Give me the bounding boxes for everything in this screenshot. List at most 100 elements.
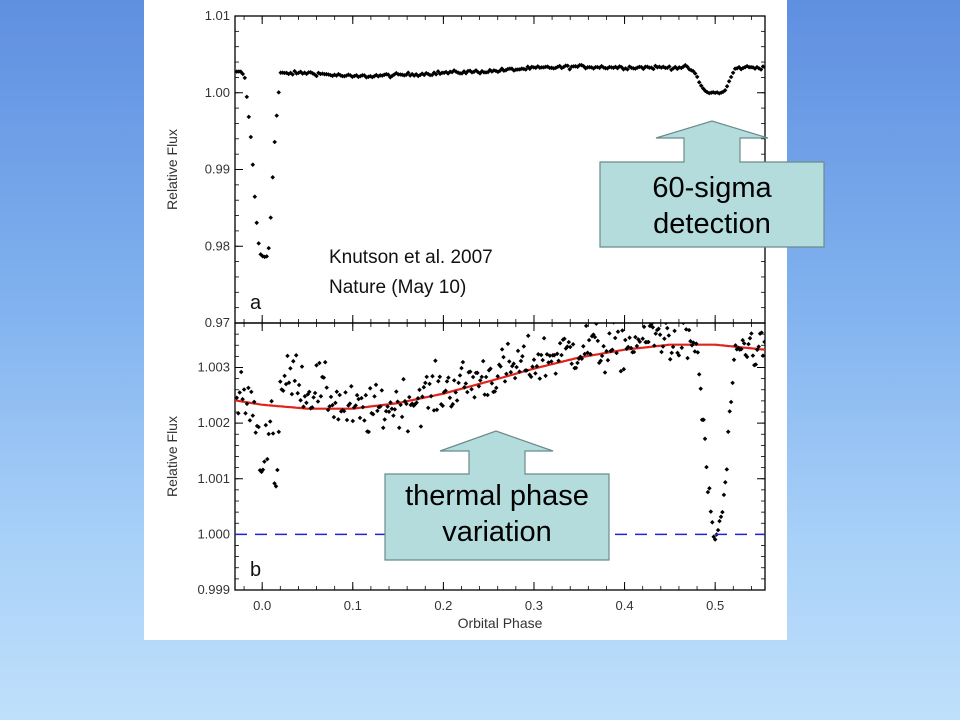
data-point	[657, 332, 663, 337]
data-point	[372, 394, 377, 399]
data-point	[634, 343, 640, 349]
data-point	[541, 335, 547, 341]
data-point	[404, 401, 409, 407]
data-point	[260, 467, 266, 473]
data-point	[336, 417, 341, 422]
data-point	[569, 361, 574, 367]
data-point	[685, 355, 690, 361]
data-point	[270, 431, 276, 436]
data-point	[740, 337, 745, 343]
data-point	[698, 386, 703, 391]
data-point	[537, 376, 543, 381]
data-point	[275, 467, 280, 473]
data-point	[739, 346, 744, 352]
data-point	[598, 358, 603, 364]
data-point	[386, 409, 392, 414]
data-point	[389, 406, 395, 412]
data-point	[653, 331, 658, 336]
data-point	[604, 348, 609, 354]
data-point	[649, 323, 654, 327]
data-point	[451, 378, 457, 383]
data-point	[312, 390, 318, 396]
data-point	[394, 389, 399, 394]
data-point	[575, 360, 580, 366]
callout-thermal-phase: thermal phase variation	[383, 430, 611, 562]
x-tick-label: 0.1	[344, 598, 362, 613]
data-point	[423, 380, 428, 386]
callout-60-sigma: 60-sigma detection	[598, 120, 826, 250]
data-point	[437, 374, 443, 380]
data-point	[296, 382, 302, 388]
data-point	[249, 389, 254, 395]
data-point	[424, 374, 429, 380]
data-point	[266, 245, 271, 251]
data-point	[549, 359, 554, 364]
data-point	[682, 317, 687, 322]
data-point	[253, 430, 258, 435]
data-point	[733, 343, 738, 348]
data-point	[325, 407, 331, 413]
data-point	[268, 215, 273, 220]
data-point	[359, 395, 364, 401]
data-point	[428, 393, 434, 399]
data-point	[628, 345, 634, 351]
data-point	[241, 387, 247, 392]
callout-bottom-line-1: thermal phase	[405, 480, 589, 512]
data-point	[247, 418, 253, 423]
data-point	[696, 372, 702, 377]
data-point	[343, 390, 348, 395]
data-point	[492, 389, 498, 394]
data-point	[238, 369, 244, 375]
data-point	[298, 398, 303, 403]
data-point	[583, 323, 589, 329]
data-point	[567, 67, 572, 72]
data-point	[570, 342, 576, 347]
data-point	[507, 359, 512, 364]
panel-letter: b	[250, 559, 261, 581]
data-point	[434, 407, 440, 413]
data-point	[276, 90, 281, 95]
data-point	[528, 374, 534, 380]
data-point	[465, 389, 470, 395]
callout-top-shape	[599, 120, 825, 248]
data-point	[321, 375, 327, 380]
light-curve-chart: 1.01 1.00 0.99 0.98 0.97 Relative Flux a Knutso…	[164, 8, 766, 631]
data-point	[476, 384, 482, 389]
plot-area-a	[235, 62, 765, 260]
data-point	[266, 431, 271, 437]
data-point	[573, 365, 579, 371]
data-point	[607, 331, 612, 336]
data-point	[330, 402, 335, 408]
data-point	[370, 411, 376, 417]
callout-top-line-2: detection	[653, 208, 771, 240]
data-point	[559, 352, 564, 358]
data-point	[242, 75, 248, 81]
data-point	[427, 381, 432, 387]
y-axis-label: Relative Flux	[164, 129, 180, 210]
data-point	[672, 328, 677, 334]
data-point	[274, 113, 279, 118]
data-point	[627, 335, 632, 340]
data-point	[467, 369, 473, 374]
data-point	[462, 385, 467, 390]
y-tick-label: 0.99	[205, 162, 230, 177]
data-point	[391, 413, 396, 418]
data-point	[679, 345, 685, 350]
panel-b: 1.003 1.002 1.001 1.000 0.999 0.0 0.1 0.2 0.3 0.4…	[164, 317, 766, 631]
data-point	[236, 411, 241, 416]
data-point	[501, 354, 506, 360]
y-tick-label: 1.000	[197, 526, 230, 541]
data-point	[317, 360, 322, 366]
data-point	[292, 378, 298, 384]
x-tick-label: 0.2	[434, 598, 452, 613]
data-point	[454, 398, 460, 403]
data-point	[299, 364, 305, 369]
data-point	[237, 390, 242, 395]
data-point	[702, 436, 708, 442]
data-point	[760, 353, 765, 358]
data-point	[252, 194, 258, 199]
x-axis-label: Orbital Phase	[458, 615, 543, 631]
data-point	[637, 339, 643, 344]
data-point	[450, 401, 456, 407]
data-point	[667, 357, 673, 362]
